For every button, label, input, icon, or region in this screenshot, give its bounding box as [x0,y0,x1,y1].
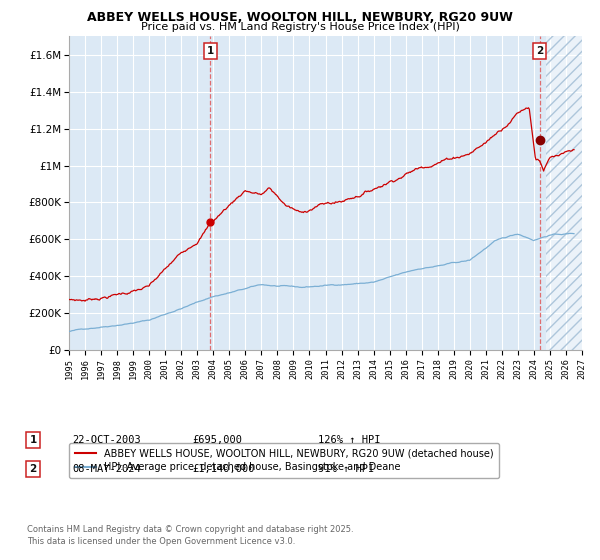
Text: 22-OCT-2003: 22-OCT-2003 [72,435,141,445]
Text: 2: 2 [536,46,544,56]
Text: 1: 1 [29,435,37,445]
Text: 91% ↑ HPI: 91% ↑ HPI [318,464,374,474]
Text: £1,140,000: £1,140,000 [192,464,254,474]
Legend: ABBEY WELLS HOUSE, WOOLTON HILL, NEWBURY, RG20 9UW (detached house), HPI: Averag: ABBEY WELLS HOUSE, WOOLTON HILL, NEWBURY… [69,442,499,478]
Text: 08-MAY-2024: 08-MAY-2024 [72,464,141,474]
Text: Price paid vs. HM Land Registry's House Price Index (HPI): Price paid vs. HM Land Registry's House … [140,22,460,32]
Bar [546,36,582,350]
Text: £695,000: £695,000 [192,435,242,445]
Text: 126% ↑ HPI: 126% ↑ HPI [318,435,380,445]
Bar [546,36,582,350]
Text: 1: 1 [206,46,214,56]
Text: 2: 2 [29,464,37,474]
Text: Contains HM Land Registry data © Crown copyright and database right 2025.
This d: Contains HM Land Registry data © Crown c… [27,525,353,546]
Text: ABBEY WELLS HOUSE, WOOLTON HILL, NEWBURY, RG20 9UW: ABBEY WELLS HOUSE, WOOLTON HILL, NEWBURY… [87,11,513,24]
